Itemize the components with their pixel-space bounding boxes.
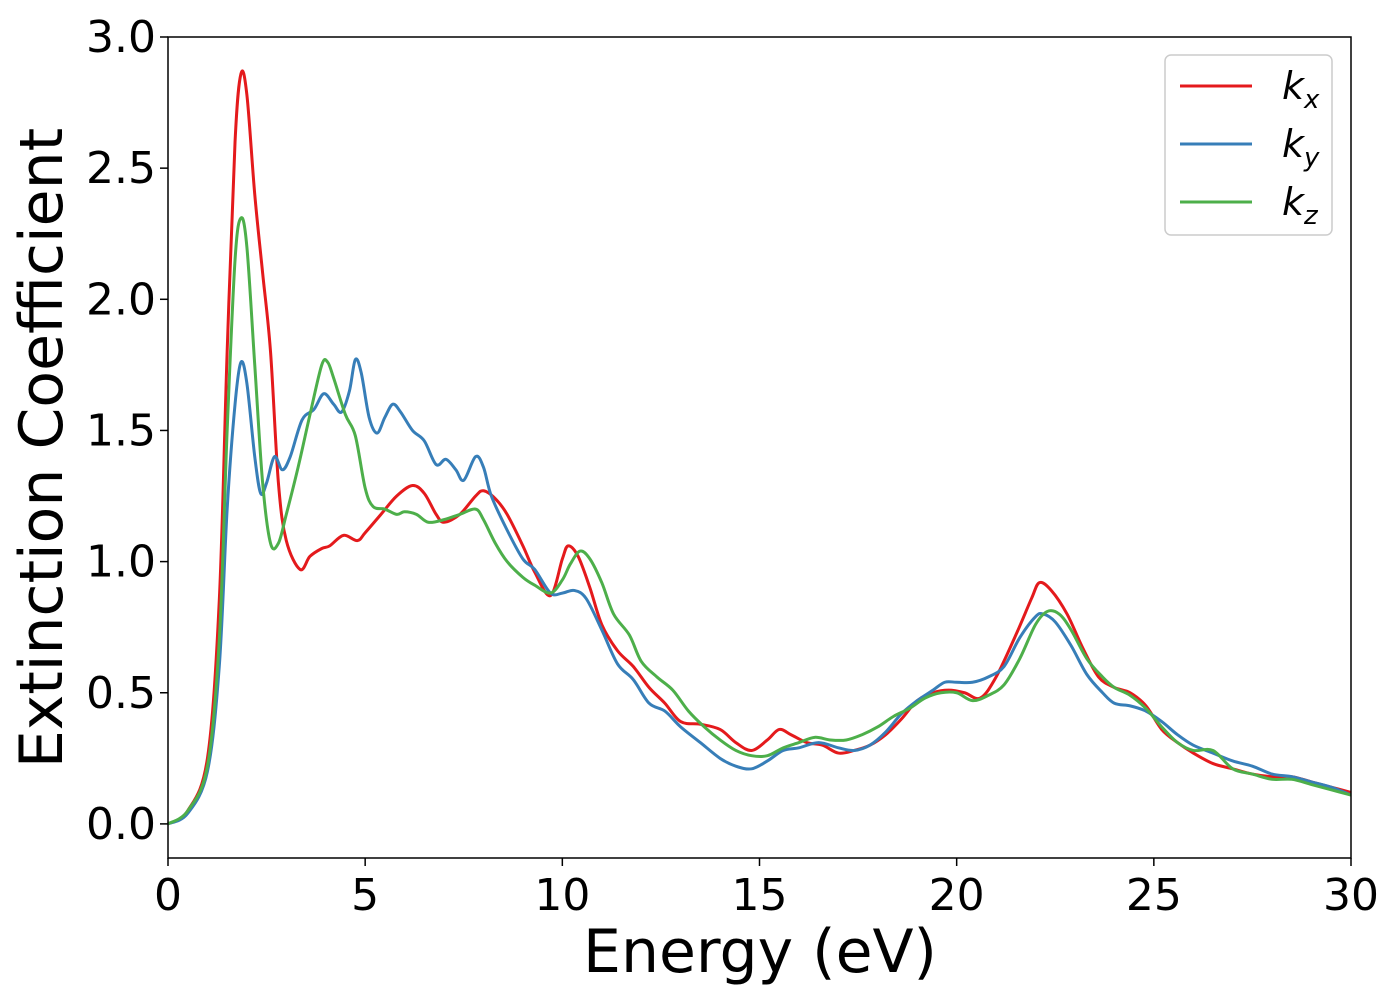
y-tick-label: 0.0: [86, 799, 156, 850]
x-tick-label: 15: [732, 870, 788, 921]
y-tick-label: 1.0: [86, 537, 156, 588]
x-axis-ticks: 0 5 10 15 20 25 30: [154, 858, 1379, 921]
series-line-k-z: [167, 216, 1352, 826]
y-axis-ticks: 0.0 0.5 1.0 1.5 2.0 2.5 3.0: [86, 12, 168, 850]
series-line-k-y: [167, 357, 1352, 826]
y-tick-label: 3.0: [86, 12, 156, 63]
x-tick-label: 20: [929, 870, 985, 921]
x-tick-label: 25: [1126, 870, 1182, 921]
plot-frame: [167, 36, 1352, 859]
y-tick-label: 0.5: [86, 668, 156, 719]
x-tick-label: 0: [154, 870, 182, 921]
y-tick-label: 1.5: [86, 405, 156, 456]
y-axis-title: Extinction Coefficient: [7, 128, 77, 768]
x-tick-label: 10: [534, 870, 590, 921]
y-tick-label: 2.0: [86, 274, 156, 325]
x-tick-label: 5: [351, 870, 379, 921]
x-tick-label: 30: [1323, 870, 1379, 921]
y-tick-label: 2.5: [86, 143, 156, 194]
series-layer: [167, 69, 1352, 826]
x-axis-title: Energy (eV): [583, 917, 937, 987]
